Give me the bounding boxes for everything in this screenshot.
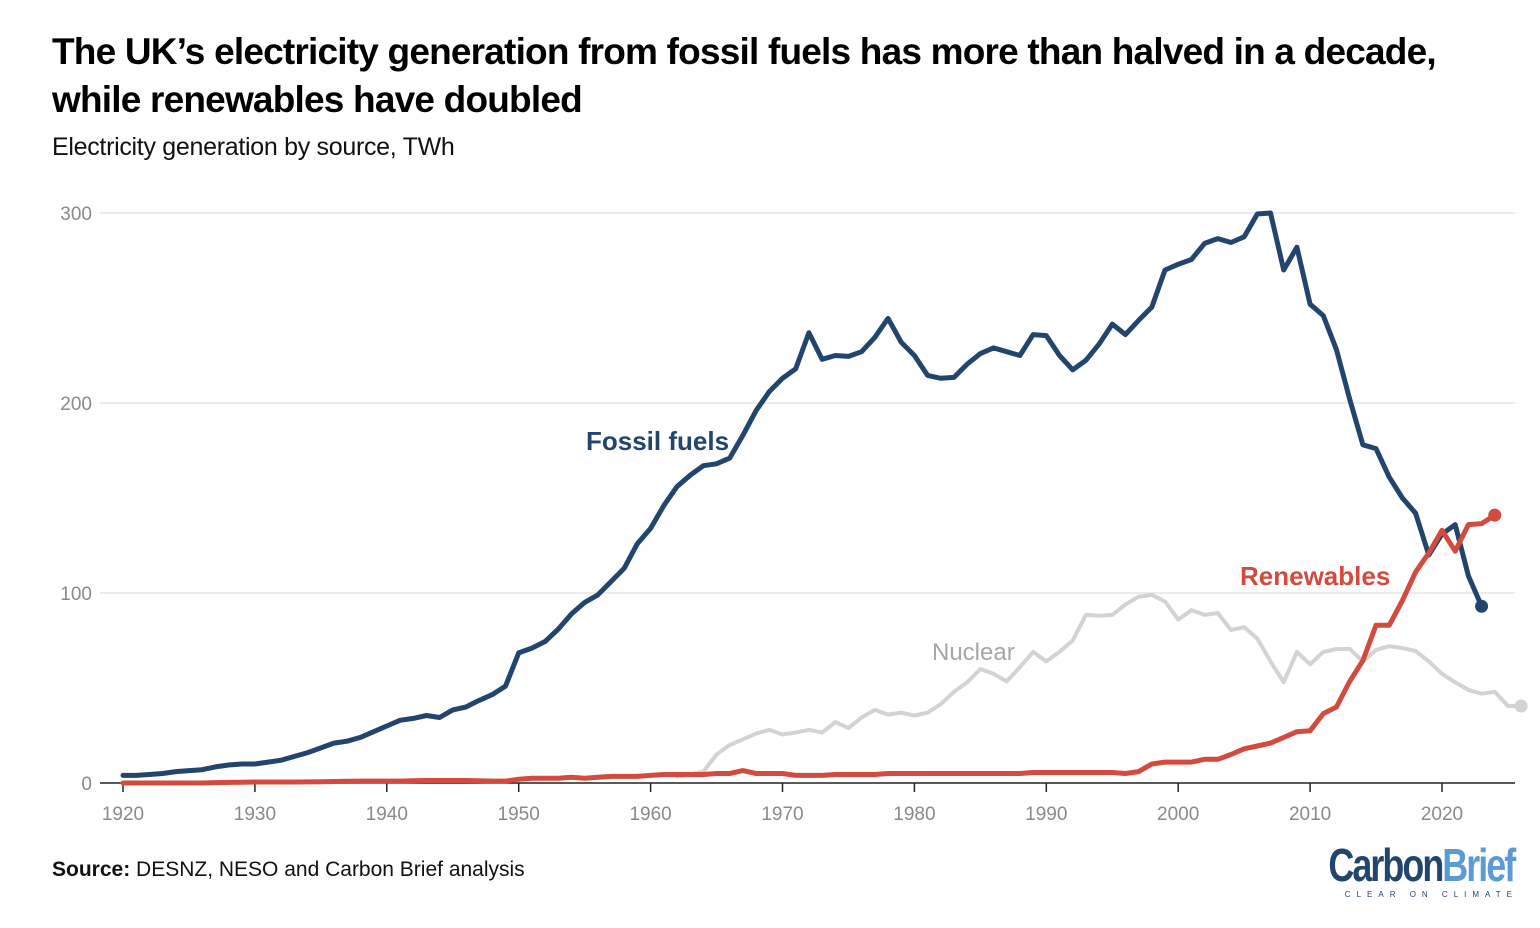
series-labels: Fossil fuels Renewables Nuclear — [586, 426, 1390, 666]
x-tick-label: 1970 — [761, 804, 803, 825]
y-tick-label: 100 — [60, 584, 92, 605]
y-axis: 0 100 200 300 — [60, 204, 92, 795]
logo-brief: Brief — [1441, 839, 1516, 891]
y-tick-label: 200 — [60, 394, 92, 415]
series-lines — [120, 210, 1528, 786]
end-marker-renewables — [1488, 508, 1502, 522]
logo-carbon: Carbon — [1328, 839, 1444, 891]
logo-tagline: CLEAR ON CLIMATE — [1344, 890, 1518, 899]
series-line-nuclear — [675, 592, 1524, 779]
renewables-label: Renewables — [1240, 561, 1390, 591]
fossil-fuels-label: Fossil fuels — [586, 426, 729, 456]
source-note: Source: DESNZ, NESO and Carbon Brief ana… — [52, 858, 525, 882]
chart-title: The UK’s electricity generation from fos… — [52, 31, 1437, 120]
series-line-fossil-fuels — [120, 210, 1485, 778]
source-text: DESNZ, NESO and Carbon Brief analysis — [136, 858, 525, 881]
x-tick-label: 1960 — [629, 804, 671, 825]
series-line-renewables — [120, 512, 1498, 786]
x-tick-label: 1930 — [234, 804, 276, 825]
end-marker-fossil-fuels — [1475, 599, 1489, 613]
x-tick-label: 2000 — [1157, 804, 1199, 825]
source-label: Source: — [52, 858, 131, 881]
x-tick-label: 1920 — [102, 804, 144, 825]
gridlines — [100, 212, 1515, 594]
y-tick-label: 0 — [81, 774, 92, 795]
y-tick-label: 300 — [60, 204, 92, 225]
x-tick-label: 1990 — [1025, 804, 1067, 825]
x-tick-label: 1950 — [498, 804, 540, 825]
x-tick-label: 2020 — [1421, 804, 1463, 825]
x-tick-label: 1980 — [893, 804, 935, 825]
x-tick-label: 2010 — [1289, 804, 1331, 825]
chart-subtitle: Electricity generation by source, TWh — [52, 133, 455, 161]
x-axis: 1920 1930 1940 1950 1960 1970 1980 1990 2000 2010… — [100, 782, 1515, 825]
nuclear-label: Nuclear — [932, 639, 1015, 666]
logo-wordmark: CarbonBrief — [1328, 839, 1516, 891]
end-marker-nuclear — [1514, 699, 1528, 713]
x-tick-label: 1940 — [366, 804, 408, 825]
carbon-brief-logo: CarbonBrief CLEAR ON CLIMATE — [1276, 839, 1516, 899]
